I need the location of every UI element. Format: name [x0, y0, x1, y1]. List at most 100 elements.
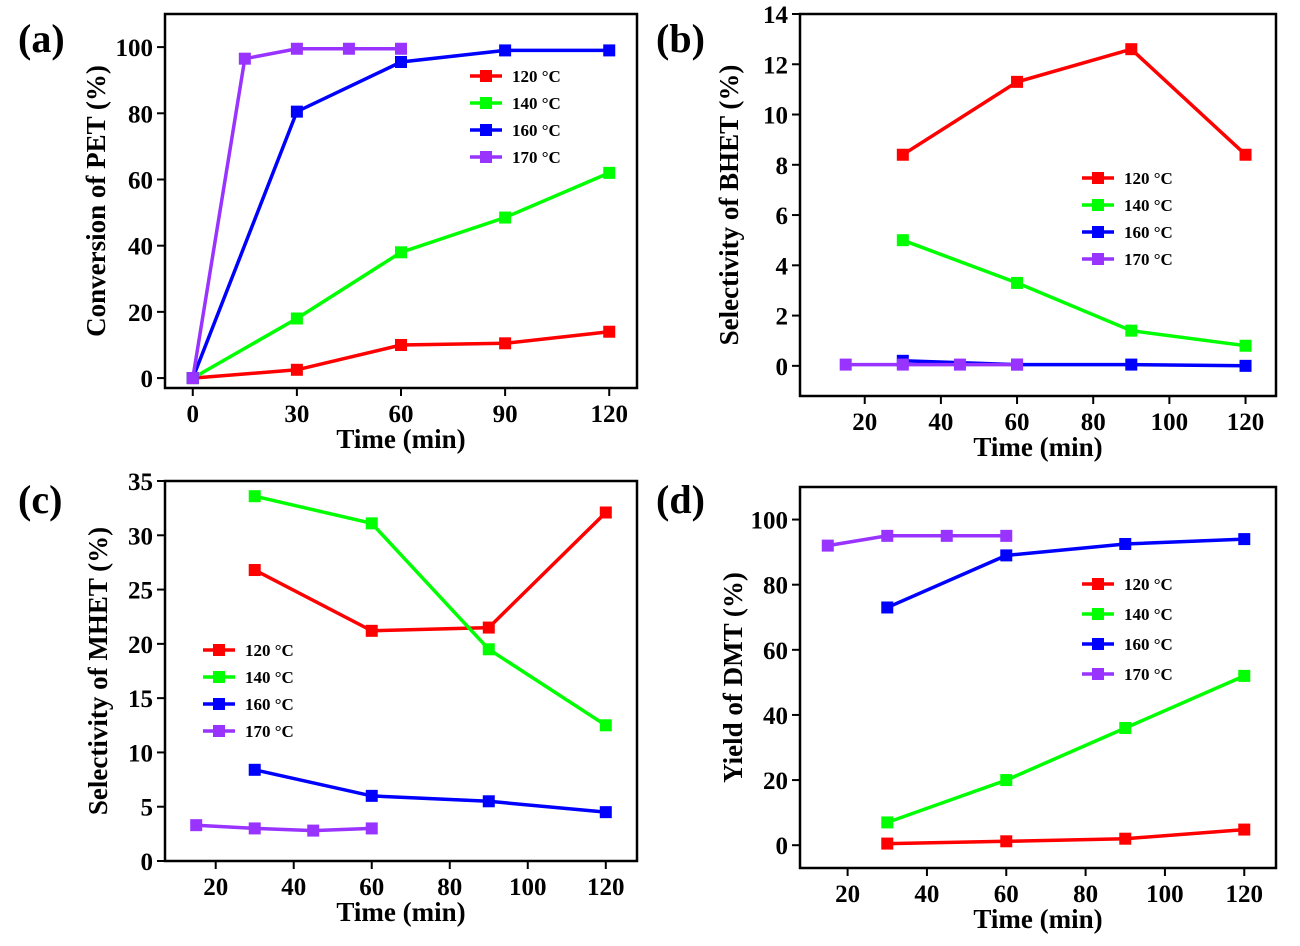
data-point: [1011, 75, 1024, 88]
y-tick-label: 40: [763, 703, 788, 730]
series-line: [196, 823, 372, 833]
series-4: [186, 42, 407, 385]
legend-label: 170 °C: [512, 148, 561, 167]
data-point: [821, 539, 834, 552]
data-point: [1239, 148, 1252, 161]
legend-marker: [480, 97, 492, 109]
chart-panel-1: (a) 0 30 60 90 120 0 20 40 60 80 100 Time (min) Conve…: [18, 12, 639, 454]
legend-marker: [213, 698, 225, 710]
series-line: [887, 827, 1245, 846]
legend-label: 120 °C: [245, 641, 294, 660]
chart-panel-4: (d) 20 40 60 80 100 120 0 20 40 60 80 100 Time (min) Y…: [656, 477, 1278, 934]
data-point: [881, 837, 894, 850]
data-point: [1119, 832, 1132, 845]
data-point: [603, 325, 616, 338]
legend-label: 140 °C: [512, 94, 561, 113]
panel-letter: (c): [18, 477, 62, 522]
chart-panel-2: (b) 20 40 60 80 100 120 0 2 4 6 8 10 12 14 Time (min) Se…: [656, 2, 1278, 462]
y-tick-label: 14: [763, 2, 789, 29]
x-tick-label: 60: [389, 401, 414, 428]
data-point: [290, 312, 303, 325]
data-point: [1000, 774, 1013, 787]
plot-frame: [798, 485, 1278, 870]
data-point: [1119, 721, 1132, 734]
data-point: [896, 234, 909, 247]
data-point: [499, 337, 512, 350]
panel-letter: (d): [656, 477, 705, 522]
data-point: [365, 822, 378, 835]
data-point: [248, 490, 261, 503]
y-tick-label: 12: [763, 52, 788, 79]
series-line: [902, 238, 1246, 348]
data-point: [365, 624, 378, 637]
data-point: [365, 789, 378, 802]
x-tick-label: 120: [1226, 881, 1264, 908]
y-tick-label: 4: [776, 253, 789, 280]
data-point: [896, 358, 909, 371]
series-line: [901, 47, 1247, 157]
legend-marker: [480, 124, 492, 136]
legend-label: 170 °C: [1124, 665, 1173, 684]
data-point: [395, 338, 407, 351]
legend-label: 120 °C: [512, 67, 561, 86]
legend-marker: [1092, 253, 1104, 265]
data-point: [365, 517, 378, 530]
y-tick-label: 15: [128, 686, 153, 713]
data-point: [1119, 537, 1132, 550]
legend-marker: [213, 725, 225, 737]
series-1: [896, 43, 1252, 161]
data-point: [1238, 823, 1251, 836]
y-tick-label: 8: [776, 153, 789, 180]
x-tick-label: 60: [994, 881, 1019, 908]
series-line: [827, 534, 1007, 548]
panel-letter: (a): [18, 16, 65, 61]
data-point: [1239, 359, 1252, 372]
data-point: [248, 763, 261, 776]
data-point: [395, 55, 407, 68]
data-point: [881, 816, 894, 829]
y-axis-title: Selectivity of BHET (%): [714, 65, 744, 346]
series-4: [190, 819, 378, 837]
series-line: [192, 329, 610, 380]
series-line: [253, 511, 608, 633]
x-axis-title: Time (min): [973, 432, 1102, 462]
legend-marker: [1092, 578, 1104, 590]
legend-label: 120 °C: [1124, 575, 1173, 594]
x-tick-label: 40: [914, 881, 939, 908]
data-point: [603, 44, 616, 57]
chart-panel-3: (c) 20 40 60 80 100 120 0 5 10 15 20 25 30 35 Time (min…: [18, 469, 639, 927]
legend-label: 140 °C: [1124, 196, 1173, 215]
data-point: [307, 824, 320, 837]
series-2: [896, 234, 1252, 352]
data-point: [881, 601, 894, 614]
x-axis-title: Time (min): [336, 897, 465, 927]
series-line: [254, 768, 606, 814]
data-point: [395, 246, 407, 259]
series-4: [839, 358, 1024, 371]
data-point: [599, 719, 612, 732]
data-point: [940, 529, 953, 542]
y-tick-label: 0: [776, 354, 789, 381]
y-tick-label: 0: [141, 366, 154, 393]
y-axis-title: Conversion of PET (%): [81, 65, 111, 337]
series-line: [254, 494, 607, 727]
legend-label: 120 °C: [1124, 169, 1173, 188]
legend-marker: [480, 70, 492, 82]
y-tick-label: 20: [128, 632, 153, 659]
x-tick-label: 120: [587, 874, 625, 901]
data-point: [1238, 533, 1251, 546]
x-tick-label: 20: [835, 881, 860, 908]
data-point: [953, 358, 966, 371]
x-tick-label: 0: [187, 401, 200, 428]
x-tick-label: 90: [493, 401, 518, 428]
y-axis-title: Yield of DMT (%): [718, 572, 748, 783]
series-3: [248, 763, 612, 819]
data-point: [290, 42, 303, 55]
data-point: [482, 643, 495, 656]
series-line: [886, 674, 1246, 825]
plot-frame: [163, 12, 639, 390]
x-tick-label: 30: [284, 401, 309, 428]
x-tick-label: 80: [1073, 881, 1098, 908]
y-tick-label: 80: [763, 573, 788, 600]
x-tick-label: 100: [1146, 881, 1184, 908]
